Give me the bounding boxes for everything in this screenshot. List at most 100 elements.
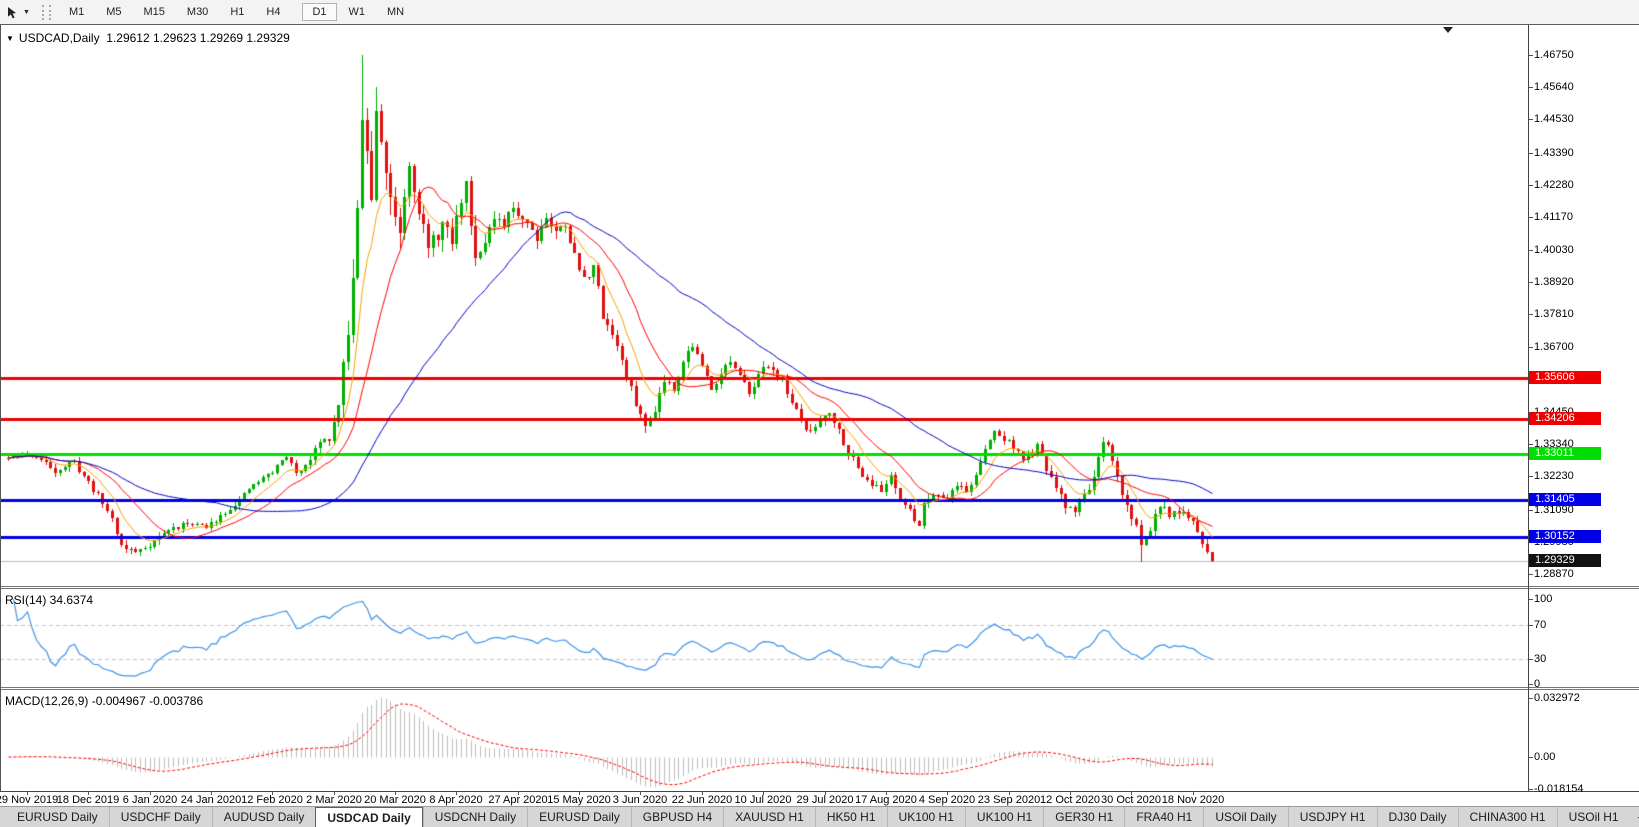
price-tick-label: 1.33340 [1529, 438, 1574, 451]
price-tick-label: 1.29980 [1529, 535, 1574, 548]
date-tick [763, 791, 764, 795]
rsi-axis-label: 70 [1528, 618, 1547, 631]
price-chart-canvas[interactable] [0, 25, 1528, 586]
date-tick [825, 791, 826, 795]
dropdown-caret-icon[interactable]: ▼ [23, 8, 30, 16]
date-tick [88, 791, 89, 795]
date-label: 6 Jan 2020 [122, 794, 178, 806]
timeframe-button-m5[interactable]: M5 [106, 6, 122, 18]
date-label: 12 Oct 2020 [1040, 794, 1100, 806]
date-tick [150, 791, 151, 795]
chart-cursor-icon[interactable]: ▼ [0, 6, 33, 19]
date-axis[interactable]: 29 Nov 2019 18 Dec 2019 6 Jan 2020 24 Jan 2… [0, 791, 1639, 807]
price-tick-label: 1.41170 [1529, 210, 1573, 223]
pane-bottom-border [0, 791, 1639, 792]
rsi-axis-label: 100 [1528, 593, 1553, 605]
date-label: 2 Mar 2020 [306, 794, 362, 806]
date-tick [518, 791, 519, 795]
price-tick-label: 1.45640 [1529, 81, 1574, 94]
chart-shift-marker-icon[interactable] [1443, 27, 1453, 33]
price-tick-label: 1.42280 [1529, 178, 1574, 191]
pane-separator[interactable] [0, 586, 1639, 589]
timeframe-button-mn[interactable]: MN [387, 6, 405, 18]
date-label: 27 Apr 2020 [488, 794, 548, 806]
chart-tab-hk50-h1[interactable]: HK50 H1 [814, 807, 887, 827]
price-level-badge: 1.31405 [1529, 493, 1601, 507]
price-tick-label: 1.31090 [1529, 503, 1574, 516]
timeframe-button-h1[interactable]: H1 [230, 6, 245, 18]
date-label: 22 Jun 2020 [671, 794, 733, 806]
date-label: 10 Jul 2020 [734, 794, 792, 806]
date-label: 17 Aug 2020 [855, 794, 917, 806]
timeframe-button-h4[interactable]: H4 [266, 6, 281, 18]
down-triangle-icon[interactable]: ▼ [6, 34, 14, 43]
toolbar-drag-grip[interactable] [41, 4, 51, 20]
pane-separator[interactable] [0, 687, 1639, 690]
price-tick-label: 1.46750 [1529, 48, 1574, 61]
rsi-axis-label: 30 [1528, 652, 1547, 665]
timeframe-button-m30[interactable]: M30 [186, 6, 209, 18]
price-tick-label: 1.34450 [1529, 406, 1574, 419]
chart-tab-gbpusd-h4[interactable]: GBPUSD H4 [630, 807, 723, 827]
date-tick [579, 791, 580, 795]
date-tick [211, 791, 212, 795]
date-label: 23 Sep 2020 [977, 794, 1041, 806]
date-label: 20 Mar 2020 [364, 794, 426, 806]
chart-tab-usoil-daily[interactable]: USOil Daily [1203, 807, 1287, 827]
date-label: 3 Jun 2020 [612, 794, 668, 806]
chart-tab-dj30-daily[interactable]: DJ30 Daily [1376, 807, 1458, 827]
date-label: 12 Feb 2020 [241, 794, 303, 806]
price-tick-label: 1.43390 [1529, 146, 1574, 159]
rsi-canvas[interactable] [0, 589, 1528, 687]
chart-tab-bar: EURUSD Daily USDCHF Daily AUDUSD Daily USDC… [0, 806, 1639, 827]
macd-canvas[interactable] [0, 690, 1528, 791]
timeframe-toolbar: ▼ M1 M5 M15 M30 H1 H4 D1 W1 MN [0, 0, 1639, 24]
chart-tab-eurusd-daily[interactable]: EURUSD Daily [17, 810, 98, 824]
chart-title: ▼ USDCAD,Daily 1.29612 1.29623 1.29269 1.… [6, 31, 290, 45]
chart-tab-eurusd-daily[interactable]: EURUSD Daily [527, 807, 631, 827]
date-tick [1009, 791, 1010, 795]
price-tick-label: 1.44530 [1529, 113, 1574, 126]
timeframe-button-d1[interactable]: D1 [302, 3, 337, 21]
chart-tab-fra40-h1[interactable]: FRA40 H1 [1124, 807, 1203, 827]
date-tick [1070, 791, 1071, 795]
date-tick [886, 791, 887, 795]
date-tick [702, 791, 703, 795]
macd-axis-label: 0.032972 [1529, 691, 1580, 704]
macd-label: MACD(12,26,9) -0.004967 -0.003786 [5, 694, 204, 708]
date-tick [1193, 791, 1194, 795]
date-tick [334, 791, 335, 795]
chart-tab-uk100-h1[interactable]: UK100 H1 [886, 807, 965, 827]
price-tick-label: 1.38920 [1529, 276, 1574, 289]
price-tick-label: 1.37810 [1529, 308, 1574, 321]
current-price-badge: 1.29329 [1529, 553, 1601, 567]
chart-tab-china300-h1[interactable]: CHINA300 H1 [1457, 807, 1557, 827]
chart-tab-usdcad-daily[interactable]: USDCAD Daily [315, 807, 423, 827]
date-label: 15 May 2020 [547, 794, 611, 806]
chart-tab-usdjpy-h1[interactable]: USDJPY H1 [1287, 807, 1377, 827]
tab-scroll-left-icon[interactable]: ◀ [1638, 812, 1639, 823]
timeframe-button-w1[interactable]: W1 [348, 6, 366, 18]
date-tick [456, 791, 457, 795]
chart-tab-audusd-daily[interactable]: AUDUSD Daily [211, 807, 316, 827]
timeframe-button-m1[interactable]: M1 [68, 6, 85, 18]
chart-window: ▼ USDCAD,Daily 1.29612 1.29623 1.29269 1.… [0, 24, 1639, 807]
price-level-badge: 1.33011 [1529, 446, 1601, 460]
chart-tab-xauusd-h1[interactable]: XAUUSD H1 [723, 807, 815, 827]
date-label: 8 Apr 2020 [429, 794, 483, 806]
chart-tab-usoil-h1[interactable]: USOil H1 [1556, 807, 1630, 827]
date-tick [272, 791, 273, 795]
price-tick-label: 1.40030 [1529, 244, 1574, 257]
chart-tab-ger30-h1[interactable]: GER30 H1 [1043, 807, 1124, 827]
chart-tab-usdchf-daily[interactable]: USDCHF Daily [108, 807, 212, 827]
rsi-indicator-pane: RSI(14) 34.6374 [0, 589, 1528, 687]
window-left-border [0, 25, 1, 791]
chart-tab-usdcnh-daily[interactable]: USDCNH Daily [422, 807, 527, 827]
timeframe-button-m15[interactable]: M15 [143, 6, 165, 18]
date-tick [27, 791, 28, 795]
date-tick [640, 791, 641, 795]
timeframe-buttons: M1 M5 M15 M30 H1 H4 D1 W1 MN [58, 3, 425, 21]
date-label: 18 Dec 2019 [56, 794, 120, 806]
chart-tab-uk100-h1[interactable]: UK100 H1 [964, 807, 1043, 827]
